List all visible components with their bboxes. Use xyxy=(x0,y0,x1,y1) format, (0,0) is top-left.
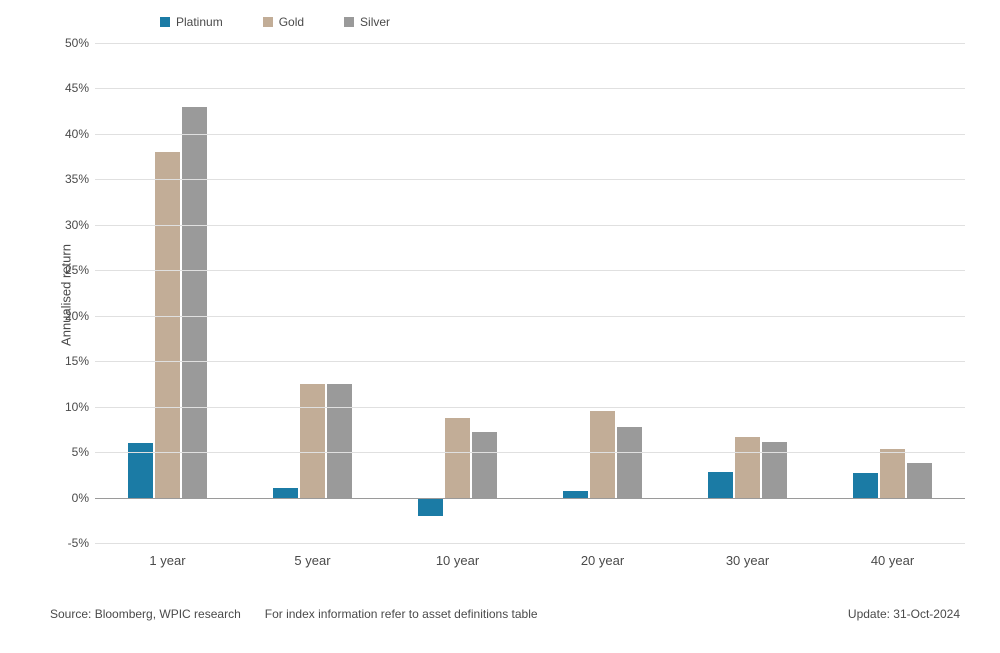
x-tick-label: 20 year xyxy=(581,553,624,568)
bar-platinum xyxy=(418,498,443,516)
legend-label: Gold xyxy=(279,15,304,29)
y-tick-label: 10% xyxy=(65,400,95,414)
gridline xyxy=(95,88,965,89)
legend-item-gold: Gold xyxy=(263,15,304,29)
gridline xyxy=(95,498,965,499)
legend-swatch xyxy=(160,17,170,27)
bar-platinum xyxy=(853,473,878,498)
x-tick-label: 30 year xyxy=(726,553,769,568)
bar-silver xyxy=(907,463,932,498)
gridline xyxy=(95,543,965,544)
footer-note: For index information refer to asset def… xyxy=(265,607,538,621)
gridline xyxy=(95,179,965,180)
legend-swatch xyxy=(263,17,273,27)
gridline xyxy=(95,225,965,226)
footer-source: Source: Bloomberg, WPIC research xyxy=(50,607,241,621)
bar-gold xyxy=(880,449,905,497)
y-axis-label: Annualised return xyxy=(58,244,73,346)
legend-label: Platinum xyxy=(176,15,223,29)
chart-frame: Platinum Gold Silver Annualised return -5%… xyxy=(0,0,1000,653)
bar-silver xyxy=(472,432,497,497)
legend-label: Silver xyxy=(360,15,390,29)
x-tick-label: 5 year xyxy=(294,553,330,568)
x-tick-label: 10 year xyxy=(436,553,479,568)
x-tick-label: 40 year xyxy=(871,553,914,568)
bar-gold xyxy=(445,418,470,498)
plot-area: -5%0%5%10%15%20%25%30%35%40%45%50%1 year… xyxy=(95,43,965,543)
bar-gold xyxy=(300,384,325,498)
y-tick-label: 20% xyxy=(65,309,95,323)
bar-platinum xyxy=(273,488,298,497)
chart-area: Platinum Gold Silver Annualised return -5%… xyxy=(50,15,970,575)
y-tick-label: 15% xyxy=(65,354,95,368)
gridline xyxy=(95,270,965,271)
legend: Platinum Gold Silver xyxy=(160,15,390,29)
y-tick-label: 25% xyxy=(65,263,95,277)
gridline xyxy=(95,361,965,362)
bar-silver xyxy=(762,442,787,497)
footer-left: Source: Bloomberg, WPIC research For ind… xyxy=(50,607,538,621)
y-tick-label: 35% xyxy=(65,172,95,186)
legend-item-platinum: Platinum xyxy=(160,15,223,29)
y-tick-label: 40% xyxy=(65,127,95,141)
legend-item-silver: Silver xyxy=(344,15,390,29)
gridline xyxy=(95,407,965,408)
bar-silver xyxy=(182,107,207,498)
legend-swatch xyxy=(344,17,354,27)
gridline xyxy=(95,316,965,317)
bars-layer xyxy=(95,43,965,543)
y-tick-label: 50% xyxy=(65,36,95,50)
footer-update: Update: 31-Oct-2024 xyxy=(848,607,960,621)
y-tick-label: 30% xyxy=(65,218,95,232)
bar-platinum xyxy=(708,472,733,497)
y-tick-label: 5% xyxy=(72,445,95,459)
bar-gold xyxy=(590,411,615,497)
y-tick-label: 45% xyxy=(65,81,95,95)
gridline xyxy=(95,452,965,453)
gridline xyxy=(95,134,965,135)
bar-silver xyxy=(617,427,642,498)
bar-silver xyxy=(327,384,352,498)
x-tick-label: 1 year xyxy=(149,553,185,568)
footer: Source: Bloomberg, WPIC research For ind… xyxy=(50,607,960,621)
bar-gold xyxy=(735,437,760,498)
gridline xyxy=(95,43,965,44)
bar-gold xyxy=(155,152,180,497)
y-tick-label: 0% xyxy=(72,491,95,505)
y-tick-label: -5% xyxy=(68,536,95,550)
